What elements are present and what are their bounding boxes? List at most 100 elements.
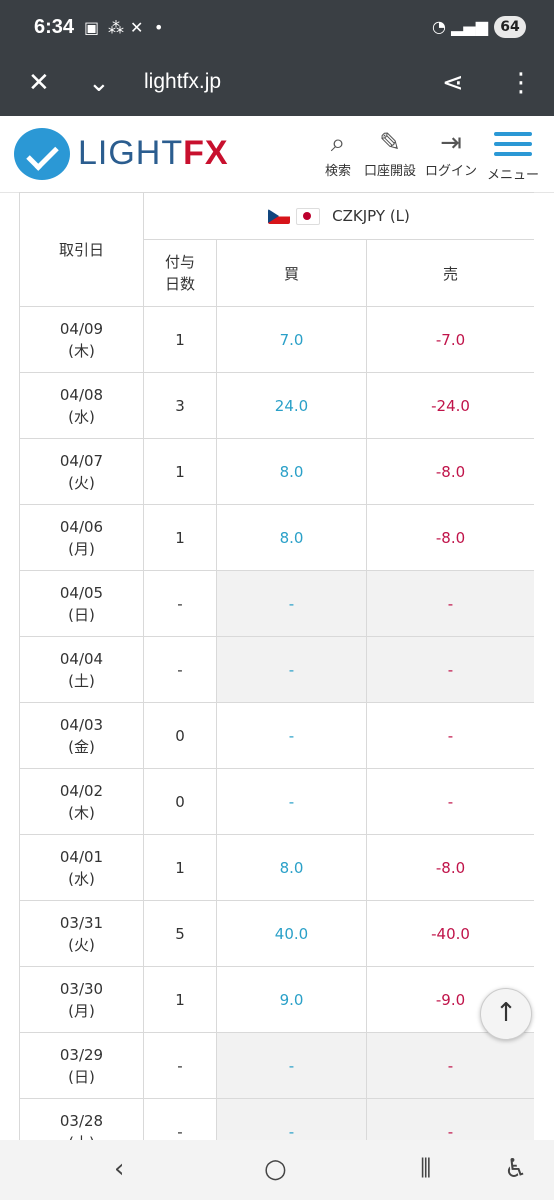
back-icon[interactable]: ‹ [114, 1154, 125, 1184]
row-date-cell: 04/08 (水) [19, 372, 144, 439]
row-buy: - [216, 636, 367, 703]
row-weekday: (火) [68, 473, 95, 492]
row-date: 04/04 [59, 649, 104, 668]
nav-open-account[interactable]: ✎ 口座開設 [362, 126, 418, 179]
row-days: - [143, 1098, 217, 1140]
row-days: 5 [143, 900, 217, 967]
row-buy: 8.0 [216, 438, 367, 505]
gt-icon: ⁂ [108, 18, 124, 37]
nav-search-label: 検索 [324, 164, 351, 179]
table-row: 04/03 (金) 0- - [19, 702, 534, 769]
row-sell: - [365, 702, 534, 769]
pen-icon: ✎ [379, 128, 401, 158]
logo-mark-icon [14, 128, 70, 180]
accessibility-icon[interactable]: ♿ [504, 1154, 528, 1184]
row-weekday: (火) [68, 935, 95, 954]
row-date-cell: 03/28 (土) [19, 1098, 144, 1141]
nav-open-account-label: 口座開設 [363, 164, 416, 179]
row-days: 1 [143, 504, 217, 571]
row-date-cell: 04/01 (水) [19, 834, 144, 901]
row-sell: -7.0 [365, 306, 534, 373]
share-icon[interactable]: ⋖ [442, 68, 464, 98]
row-date-cell: 04/05 (日) [19, 570, 144, 637]
row-days: 1 [143, 966, 217, 1033]
battery-indicator: 64 [494, 16, 526, 38]
dot-icon: • [154, 18, 164, 37]
table-row: 03/30 (月) 1 9.0 -9.0 [19, 966, 534, 1033]
more-vert-icon[interactable]: ⋮ [508, 68, 534, 98]
row-date-cell: 04/03 (金) [19, 702, 144, 769]
row-sell: - [365, 768, 534, 835]
row-sell: -24.0 [365, 372, 534, 439]
row-date-cell: 04/02 (木) [19, 768, 144, 835]
table-row: 04/01 (水) 1 8.0 -8.0 [19, 834, 534, 901]
row-sell: - [365, 1032, 534, 1099]
table-row: 04/02 (木) 0- - [19, 768, 534, 835]
col-header-pair: CZKJPY (L) [142, 192, 534, 240]
row-date: 04/09 [59, 319, 104, 338]
browser-chrome: 6:34 ▣ ⁂ ✕ • ◔ ▂▄▆ 64 ✕ ⌄ lightfx.jp ⋖ ⋮ [0, 0, 554, 116]
chevron-down-icon[interactable]: ⌄ [88, 68, 110, 98]
row-sell: -8.0 [365, 438, 534, 505]
row-days: 1 [143, 306, 217, 373]
table-row: 04/05 (日) - - - [19, 570, 534, 637]
row-weekday: (水) [68, 869, 95, 888]
table-row: 03/28(土)--- [19, 1098, 534, 1141]
row-weekday: (金) [68, 737, 95, 756]
row-days: - [143, 570, 217, 637]
row-weekday: (日) [68, 1067, 95, 1086]
row-weekday: (水) [68, 407, 95, 426]
czech-flag-icon [268, 209, 291, 225]
row-weekday: (日) [68, 605, 95, 624]
col-header-date: 取引日 [19, 192, 144, 307]
row-date-cell: 04/04 (土) [19, 636, 144, 703]
table-row: 04/04 (土) - - - [19, 636, 534, 703]
row-buy: 8.0 [216, 834, 367, 901]
row-buy: - [216, 702, 367, 769]
swap-table-container[interactable]: 取引日 CZKJPY (L) 付与 日数 買 売 04/09 (木) 1 7.0 -7.… [19, 192, 534, 1140]
row-weekday: (土) [68, 671, 95, 690]
home-icon[interactable]: ○ [264, 1154, 287, 1184]
row-date-cell: 04/09 (木) [19, 306, 144, 373]
url-text[interactable]: lightfx.jp [144, 70, 222, 93]
nav-login-label: ログイン [424, 164, 477, 179]
table-row: 03/29 (日) - - - [19, 1032, 534, 1099]
row-date: 04/05 [59, 583, 104, 602]
search-icon: ⌕ [330, 128, 346, 158]
row-date-cell: 03/30 (月) [19, 966, 144, 1033]
row-date: 03/30 [59, 979, 104, 998]
row-sell: - [365, 570, 534, 637]
row-buy: 9.0 [216, 966, 367, 1033]
lightfx-logo[interactable]: LIGHTFX [14, 124, 228, 184]
row-weekday: (木) [68, 803, 95, 822]
row-sell: - [365, 636, 534, 703]
row-date-cell: 03/31 (火) [19, 900, 144, 967]
wifi-signal-icon: ◔ ▂▄▆ [432, 17, 488, 36]
nav-login[interactable]: ⇥ ログイン [424, 126, 478, 179]
row-weekday: (月) [68, 539, 95, 558]
close-icon[interactable]: ✕ [28, 68, 50, 98]
row-date: 03/29 [59, 1045, 104, 1064]
row-date: 04/03 [59, 715, 104, 734]
row-days: 0 [143, 768, 217, 835]
nav-search[interactable]: ⌕ 検索 [320, 126, 356, 179]
login-icon: ⇥ [440, 128, 462, 158]
row-days: 0 [143, 702, 217, 769]
arrow-up-icon[interactable]: ↑ [480, 988, 532, 1040]
status-time: 6:34 [34, 16, 75, 38]
row-days: 1 [143, 834, 217, 901]
row-buy: 40.0 [216, 900, 367, 967]
recents-icon[interactable]: ⦀ [420, 1154, 432, 1184]
row-sell: -8.0 [365, 834, 534, 901]
x-app-icon: ✕ [130, 18, 144, 37]
row-date: 04/01 [59, 847, 104, 866]
table-row: 04/06 (月) 1 8.0 -8.0 [19, 504, 534, 571]
site-header: LIGHTFX ⌕ 検索 ✎ 口座開設 ⇥ ログイン メニュー [0, 116, 554, 193]
row-weekday: (土) [68, 1134, 95, 1141]
row-date: 04/08 [59, 385, 104, 404]
table-row: 03/31 (火) 5 40.0 -40.0 [19, 900, 534, 967]
row-buy: - [216, 1098, 367, 1140]
row-sell: -40.0 [365, 900, 534, 967]
row-days: 1 [143, 438, 217, 505]
nav-menu[interactable]: メニュー [482, 126, 544, 183]
